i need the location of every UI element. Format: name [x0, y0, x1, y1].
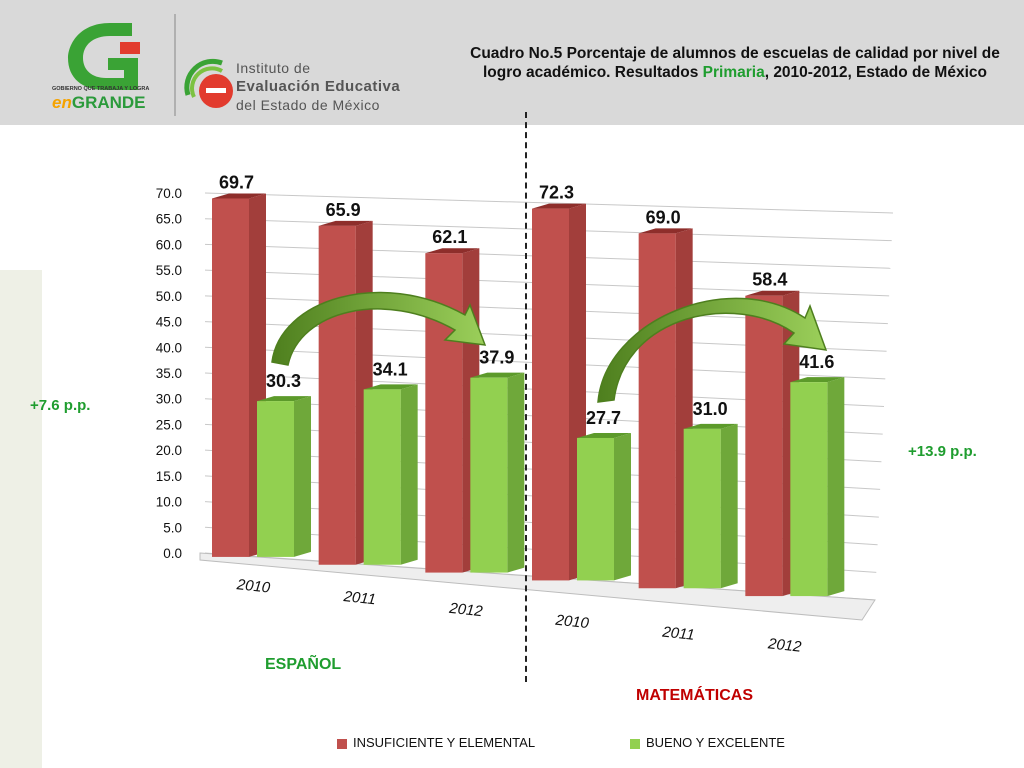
logo-brand: enGRANDE — [52, 93, 146, 113]
logo-brand-grande: GRANDE — [71, 93, 146, 112]
header-band: GOBIERNO QUE TRABAJA Y LOGRA enGRANDE In… — [0, 0, 1024, 125]
data-label: 62.1 — [432, 227, 467, 247]
bar-top — [745, 290, 800, 296]
y-tick-label: 55.0 — [156, 263, 182, 278]
bars — [212, 193, 845, 597]
bar-top — [318, 220, 373, 226]
title-highlight: Primaria — [702, 64, 765, 81]
y-tick-label: 0.0 — [163, 546, 182, 561]
bar — [745, 295, 783, 597]
data-label: 72.3 — [539, 183, 574, 203]
left-decoration — [0, 270, 42, 768]
ieeem-e-logo — [184, 58, 233, 108]
y-tick-label: 25.0 — [156, 417, 182, 432]
y-tick-label: 45.0 — [156, 315, 182, 330]
bar-top — [363, 384, 418, 390]
institute-name-line2: Evaluación Educativa — [236, 78, 401, 95]
y-tick-label: 50.0 — [156, 289, 182, 304]
espanol-change-label: +7.6 p.p. — [30, 397, 91, 414]
bar — [683, 428, 721, 589]
bar-top — [790, 377, 845, 383]
x-tick-label: 2012 — [766, 635, 803, 656]
y-tick-label: 60.0 — [156, 237, 182, 252]
bar — [212, 198, 249, 557]
bar-side — [720, 423, 738, 589]
y-tick-label: 5.0 — [163, 520, 182, 535]
legend-swatch-red — [337, 738, 347, 749]
legend-item-insuficiente: INSUFICIENTE Y ELEMENTAL — [337, 735, 535, 750]
x-tick-label: 2010 — [235, 576, 272, 597]
bar-top — [470, 372, 525, 378]
y-tick-label: 65.0 — [156, 212, 182, 227]
title-part2: , 2010-2012, Estado de México — [764, 64, 987, 81]
institute-name-line1: Instituto de — [236, 60, 311, 76]
bar — [790, 382, 828, 597]
bar-side — [827, 377, 845, 597]
x-tick-label: 2011 — [661, 623, 696, 643]
bar-top — [638, 228, 693, 234]
chart-title: Cuadro No.5 Porcentaje de alumnos de esc… — [470, 44, 1000, 82]
data-label: 58.4 — [752, 270, 787, 290]
legend-label-insuficiente: INSUFICIENTE Y ELEMENTAL — [353, 735, 536, 750]
data-label: 69.0 — [646, 207, 681, 227]
matematicas-change-label: +13.9 p.p. — [908, 443, 977, 460]
y-tick-label: 20.0 — [156, 443, 182, 458]
bar-top — [425, 248, 480, 254]
logo-separator — [174, 14, 176, 116]
x-axis-labels: 2010 2011 2012 2010 2011 2012 — [235, 576, 803, 656]
data-label: 31.0 — [693, 399, 728, 419]
legend-label-bueno: BUENO Y EXCELENTE — [646, 735, 785, 750]
bar-side — [507, 372, 525, 573]
legend-swatch-green — [630, 738, 640, 749]
gridline — [204, 192, 894, 214]
y-tick-label: 10.0 — [156, 495, 182, 510]
y-tick-label: 15.0 — [156, 469, 182, 484]
trend-arrow-right — [597, 297, 828, 403]
data-label: 65.9 — [326, 200, 361, 220]
bar — [318, 225, 356, 565]
trend-arrows — [271, 291, 828, 403]
bar — [257, 401, 294, 557]
value-labels: 69.7 30.3 65.9 34.1 62.1 37.9 72.3 27.7 69.0 31.0… — [219, 172, 834, 428]
y-axis-ticks: 70.0 65.0 60.0 55.0 50.0 45.0 40.0 35.0 30.0 25.0… — [156, 186, 182, 561]
trend-arrow-left — [271, 291, 487, 366]
data-label: 37.9 — [479, 348, 514, 368]
logo-tagline: GOBIERNO QUE TRABAJA Y LOGRA — [52, 86, 150, 92]
x-tick-label: 2012 — [447, 600, 484, 621]
x-tick-label: 2011 — [342, 588, 377, 608]
group-label-espanol: ESPAÑOL — [265, 656, 342, 673]
logo-brand-en: en — [52, 93, 72, 112]
y-tick-label: 70.0 — [156, 186, 182, 201]
y-tick-label: 40.0 — [156, 340, 182, 355]
bar-side — [400, 384, 418, 565]
data-label: 34.1 — [373, 359, 408, 379]
group-label-matematicas: MATEMÁTICAS — [636, 687, 754, 704]
institute-name-line3: del Estado de México — [236, 97, 380, 113]
bar-top — [577, 432, 631, 438]
y-tick-label: 30.0 — [156, 392, 182, 407]
bar-top — [532, 203, 586, 209]
bar-side — [614, 432, 631, 581]
bar — [577, 437, 614, 581]
bar — [532, 208, 569, 581]
bar-top — [683, 423, 738, 429]
bar-side — [294, 396, 311, 557]
data-label: 27.7 — [586, 408, 621, 428]
x-tick-label: 2010 — [554, 612, 591, 633]
bar — [470, 377, 508, 573]
bar-top — [212, 193, 266, 199]
gobierno-g-logo — [68, 23, 140, 90]
data-label: 69.7 — [219, 172, 254, 192]
legend-item-bueno: BUENO Y EXCELENTE — [630, 735, 785, 750]
title-part1: Cuadro No.5 Porcentaje de alumnos de esc… — [470, 45, 1000, 81]
bar-top — [257, 396, 311, 402]
data-label: 41.6 — [799, 352, 834, 372]
bar — [638, 233, 676, 589]
data-label: 30.3 — [266, 371, 301, 391]
group-divider — [525, 112, 527, 682]
bar — [363, 389, 401, 565]
y-tick-label: 35.0 — [156, 366, 182, 381]
